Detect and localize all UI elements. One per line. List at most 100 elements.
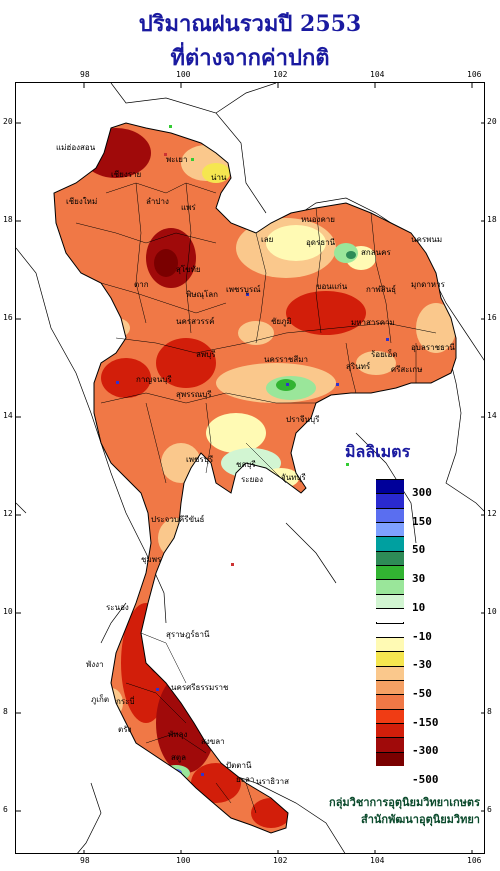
province-label: ระยอง xyxy=(241,475,263,484)
province-label: จันทบุรี xyxy=(281,473,306,482)
province-label: พะเยา xyxy=(166,155,188,164)
lat-tick: 6 xyxy=(3,805,8,814)
legend-label: -30 xyxy=(412,658,432,672)
province-label: สุโขทัย xyxy=(176,265,201,274)
lat-tick: 6 xyxy=(487,805,492,814)
legend-swatch xyxy=(376,708,404,723)
map-subtitle: ที่ต่างจากค่าปกติ xyxy=(170,45,330,71)
legend-swatch xyxy=(376,536,404,551)
legend-label: -10 xyxy=(412,629,432,643)
province-label: เชียงราย xyxy=(111,170,142,179)
lon-tick: 104 xyxy=(370,856,385,865)
legend-swatch xyxy=(376,694,404,709)
legend-swatch xyxy=(376,751,404,766)
province-label: นครพนม xyxy=(411,235,443,244)
province-label: สตูล xyxy=(171,753,186,762)
province-label: พังงา xyxy=(86,660,104,669)
legend-label: 50 xyxy=(412,543,426,557)
lon-tick: 98 xyxy=(80,856,90,865)
province-label: ชุมพร xyxy=(141,555,162,564)
province-label: น่าน xyxy=(211,173,227,182)
lon-tick: 104 xyxy=(370,70,385,79)
lat-tick: 12 xyxy=(3,509,13,518)
map-frame: แม่ฮ่องสอน เชียงราย พะเยา น่าน เชียงใหม่… xyxy=(15,82,485,854)
legend-swatch xyxy=(376,479,404,494)
province-label: ยะลา xyxy=(236,775,255,784)
province-label: อุดรธานี xyxy=(306,238,336,247)
credit-line-1: กลุ่มวิชาการอุตุนิยมวิทยาเกษตร xyxy=(329,796,480,809)
legend-swatch xyxy=(376,579,404,594)
lon-tick: 102 xyxy=(273,856,288,865)
province-label: ชัยภูมิ xyxy=(271,317,292,326)
station-markers xyxy=(116,125,389,776)
province-label: นครศรีธรรมราช xyxy=(171,683,229,692)
legend-swatch xyxy=(376,651,404,666)
lat-tick: 18 xyxy=(487,215,497,224)
province-label: เชียงใหม่ xyxy=(66,197,98,206)
province-label: ตรัง xyxy=(118,725,132,734)
lon-tick: 98 xyxy=(80,70,90,79)
legend-label: -300 xyxy=(412,744,439,758)
province-label: พิษณุโลก xyxy=(186,290,219,299)
legend-swatch xyxy=(376,636,404,652)
legend-swatch xyxy=(376,737,404,752)
lat-tick: 14 xyxy=(487,411,497,420)
legend-swatch xyxy=(376,679,404,695)
province-label: ชลบุรี xyxy=(236,460,256,469)
province-label: ตาก xyxy=(134,280,149,289)
legend-swatch xyxy=(376,507,404,523)
province-label: ภูเก็ต xyxy=(91,695,110,704)
country-borders xyxy=(16,83,484,853)
legend-swatch xyxy=(376,608,404,623)
lon-tick: 102 xyxy=(273,70,288,79)
province-label: เลย xyxy=(261,235,274,244)
legend-label: 300 xyxy=(412,486,432,499)
province-label: สงขลา xyxy=(201,737,225,746)
province-label: กาญจนบุรี xyxy=(136,375,172,384)
province-label: นครสวรรค์ xyxy=(176,317,215,326)
legend-label: 30 xyxy=(412,572,426,586)
province-label: สุพรรณบุรี xyxy=(176,390,212,399)
map-title: ปริมาณฝนรวมปี 2553 xyxy=(138,11,362,37)
lat-tick: 20 xyxy=(3,117,13,126)
lat-tick: 12 xyxy=(487,509,497,518)
province-label: กาฬสินธุ์ xyxy=(366,285,397,294)
province-label: ปัตตานี xyxy=(226,761,252,770)
legend-swatch xyxy=(376,550,404,566)
lat-tick: 10 xyxy=(3,607,13,616)
province-label: นราธิวาส xyxy=(256,777,290,786)
province-label: ขอนแก่น xyxy=(316,282,348,291)
lat-tick: 10 xyxy=(487,607,497,616)
legend-swatch xyxy=(376,565,404,580)
province-label: อุบลราชธานี xyxy=(411,343,455,352)
province-label: มุกดาหาร xyxy=(411,280,445,289)
province-label: มหาสารคาม xyxy=(351,318,395,327)
legend-label: -50 xyxy=(412,686,432,700)
legend-swatch xyxy=(376,493,404,508)
lat-tick: 16 xyxy=(487,313,497,322)
legend-swatch xyxy=(376,622,404,637)
province-label: สุรินทร์ xyxy=(346,362,371,371)
province-label: พัทลุง xyxy=(168,730,188,739)
legend-label: -150 xyxy=(412,715,439,729)
province-boundaries xyxy=(75,182,437,814)
province-label: ลำปาง xyxy=(146,197,169,206)
legend-swatch xyxy=(376,665,404,680)
lon-tick: 100 xyxy=(176,856,191,865)
province-label: ปราจีนบุรี xyxy=(286,415,320,424)
thailand-outline xyxy=(53,122,457,834)
province-label: สกลนคร xyxy=(361,248,391,257)
province-label: นครราชสีมา xyxy=(264,355,308,364)
lon-tick: 100 xyxy=(176,70,191,79)
province-label: ประจวบคีรีขันธ์ xyxy=(151,515,205,524)
map-canvas xyxy=(16,83,484,853)
lon-tick: 106 xyxy=(467,856,482,865)
province-label: ระนอง xyxy=(106,603,129,612)
province-label: แพร่ xyxy=(181,203,196,212)
credit-line-2: สำนักพัฒนาอุตุนิยมวิทยา xyxy=(361,813,480,826)
legend-label: 10 xyxy=(412,600,426,614)
province-label: เพชรบูรณ์ xyxy=(226,285,261,294)
lat-tick: 8 xyxy=(487,707,492,716)
province-label: สุราษฎร์ธานี xyxy=(166,630,210,639)
lat-tick: 18 xyxy=(3,215,13,224)
